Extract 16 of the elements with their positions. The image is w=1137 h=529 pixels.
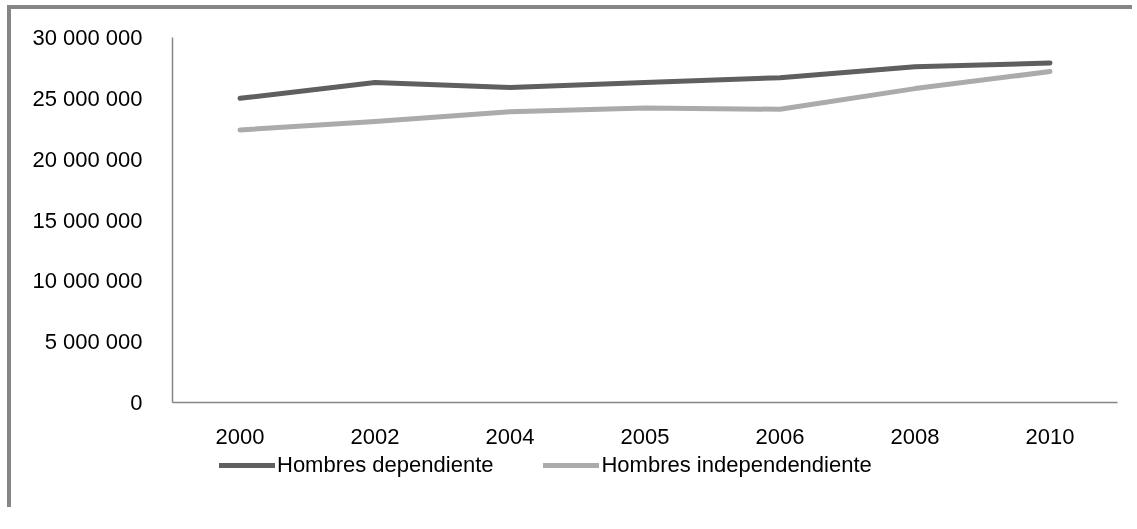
y-tick-label: 15 000 000 (32, 207, 143, 233)
y-tick-label: 5 000 000 (44, 329, 143, 355)
y-tick-label: 0 (130, 390, 143, 415)
x-tick-label: 2008 (890, 423, 940, 449)
x-tick-label: 2006 (755, 423, 805, 449)
x-tick-label: 2000 (215, 423, 265, 449)
x-tick-label: 2002 (350, 423, 400, 449)
x-tick-label: 2005 (620, 423, 670, 449)
legend-label: Hombres dependiente (277, 452, 494, 478)
y-tick-label: 30 000 000 (32, 25, 143, 50)
x-tick-label: 2004 (485, 423, 535, 449)
y-tick-label: 25 000 000 (32, 85, 143, 111)
x-tick-label: 2010 (1025, 423, 1075, 449)
y-tick-label: 20 000 000 (32, 146, 143, 172)
y-tick-label: 10 000 000 (32, 268, 143, 294)
legend-label: Hombres independendiente (601, 452, 872, 478)
